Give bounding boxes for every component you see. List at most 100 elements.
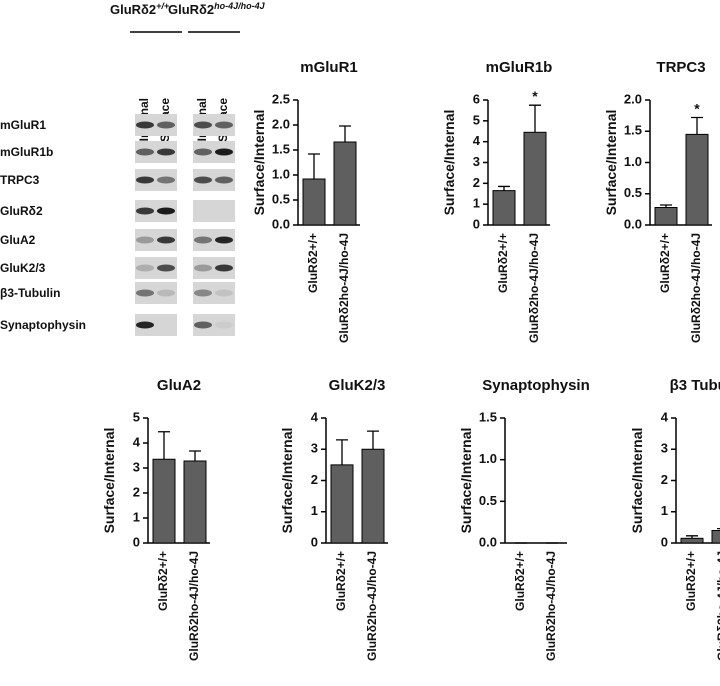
blot-band xyxy=(157,122,175,129)
genotype-header: GluRδ2ho-4J/ho-4J xyxy=(168,1,266,17)
y-tick-label: 3 xyxy=(133,459,140,474)
protein-label: GluRδ2 xyxy=(0,204,43,218)
y-tick-label: 0.0 xyxy=(624,216,642,231)
error-bar xyxy=(189,451,201,461)
bar xyxy=(524,132,546,225)
bar xyxy=(712,531,720,544)
y-tick-label: 2.0 xyxy=(272,116,290,131)
y-tick-label: 4 xyxy=(473,133,481,148)
error-bar xyxy=(339,126,351,142)
protein-label: GluA2 xyxy=(0,233,36,247)
chart-title: GluK2/3 xyxy=(329,377,386,394)
bar xyxy=(655,208,677,226)
significance-marker: * xyxy=(532,88,538,104)
blot-band xyxy=(157,237,175,244)
blot-band xyxy=(136,265,154,272)
x-tick-label: GluRδ2+/+ xyxy=(684,551,698,611)
blot-band xyxy=(136,177,154,184)
y-tick-label: 1.0 xyxy=(272,166,290,181)
x-tick-label: GluRδ2+/+ xyxy=(658,233,672,293)
bar xyxy=(681,538,703,543)
y-axis-label: Surface/Internal xyxy=(441,110,457,216)
y-tick-label: 5 xyxy=(473,112,480,127)
protein-label: TRPC3 xyxy=(0,173,40,187)
y-tick-label: 1 xyxy=(311,503,318,518)
y-tick-label: 3 xyxy=(473,154,480,169)
y-tick-label: 0.5 xyxy=(479,493,497,508)
y-tick-label: 0 xyxy=(311,534,318,549)
blot-band xyxy=(157,208,175,215)
y-axis-label: Surface/Internal xyxy=(629,428,645,534)
blot-band xyxy=(194,149,212,156)
blot-band xyxy=(194,290,212,297)
y-tick-label: 0.5 xyxy=(272,191,290,206)
blot-strip xyxy=(193,200,235,222)
error-bar xyxy=(529,105,541,132)
genotype-sup: ho-4J/ho-4J xyxy=(214,1,266,11)
x-tick-label: GluRδ2ho-4J/ho-4J xyxy=(544,551,558,661)
y-tick-label: 2 xyxy=(311,472,318,487)
bar xyxy=(184,461,206,543)
y-tick-label: 2.0 xyxy=(624,91,642,106)
protein-label: mGluR1 xyxy=(0,118,46,132)
blot-band xyxy=(157,290,175,297)
blot-band xyxy=(215,177,233,184)
x-tick-label: GluRδ2+/+ xyxy=(334,551,348,611)
x-tick-label: GluRδ2+/+ xyxy=(496,233,510,293)
error-bar xyxy=(336,440,348,465)
chart-title: mGluR1 xyxy=(300,59,358,76)
blot-band xyxy=(215,265,233,272)
error-bar xyxy=(308,154,320,179)
y-tick-label: 4 xyxy=(133,434,141,449)
error-bar xyxy=(691,118,703,135)
y-tick-label: 0.5 xyxy=(624,185,642,200)
bar xyxy=(334,142,356,225)
blot-band xyxy=(194,237,212,244)
error-bar xyxy=(158,432,170,460)
bar xyxy=(153,459,175,543)
y-tick-label: 1 xyxy=(473,196,480,211)
x-tick-label: GluRδ2+/+ xyxy=(306,233,320,293)
y-axis-label: Surface/Internal xyxy=(458,428,474,534)
bar xyxy=(331,465,353,543)
chart-title: TRPC3 xyxy=(656,59,705,76)
chart-title: mGluR1b xyxy=(486,59,553,76)
blot-band xyxy=(194,177,212,184)
y-tick-label: 1.0 xyxy=(624,154,642,169)
genotype-base: GluRδ2 xyxy=(110,2,156,17)
blot-band xyxy=(215,122,233,129)
y-tick-label: 1.5 xyxy=(624,123,642,138)
blot-band xyxy=(136,208,154,215)
y-tick-label: 0.0 xyxy=(272,216,290,231)
blot-band xyxy=(215,322,233,329)
y-tick-label: 4 xyxy=(311,409,319,424)
x-tick-label: GluRδ2+/+ xyxy=(156,551,170,611)
blot-band xyxy=(157,177,175,184)
blot-band xyxy=(215,149,233,156)
chart-title: β3 Tubulin xyxy=(670,377,720,394)
y-tick-label: 0.0 xyxy=(479,534,497,549)
y-tick-label: 6 xyxy=(473,91,480,106)
y-tick-label: 1.5 xyxy=(479,409,497,424)
blot-band xyxy=(215,290,233,297)
protein-label: GluK2/3 xyxy=(0,261,46,275)
significance-marker: * xyxy=(694,101,700,117)
x-tick-label: GluRδ2ho-4J/ho-4J xyxy=(365,551,379,661)
error-bar xyxy=(367,431,379,449)
x-tick-label: GluRδ2+/+ xyxy=(513,551,527,611)
error-bar xyxy=(498,186,510,190)
y-axis-label: Surface/Internal xyxy=(251,110,267,216)
y-tick-label: 0 xyxy=(133,534,140,549)
blot-band xyxy=(194,322,212,329)
protein-label: β3-Tubulin xyxy=(0,286,60,300)
bar xyxy=(493,191,515,225)
y-axis-label: Surface/Internal xyxy=(279,428,295,534)
y-tick-label: 1.5 xyxy=(272,141,290,156)
x-tick-label: GluRδ2ho-4J/ho-4J xyxy=(715,551,720,661)
blot-band xyxy=(215,237,233,244)
chart-title: GluA2 xyxy=(157,377,201,394)
x-tick-label: GluRδ2ho-4J/ho-4J xyxy=(689,233,703,343)
y-tick-label: 1 xyxy=(661,503,668,518)
y-tick-label: 2 xyxy=(133,484,140,499)
x-tick-label: GluRδ2ho-4J/ho-4J xyxy=(527,233,541,343)
